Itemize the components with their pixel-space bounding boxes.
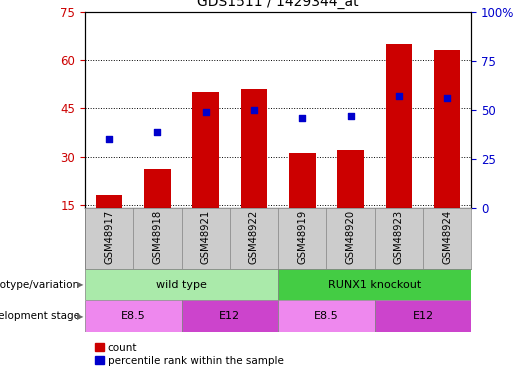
Text: E8.5: E8.5 (121, 311, 146, 321)
Point (443, 95, 451, 101)
Bar (386, 44, 412, 208)
Text: GSM48917: GSM48917 (104, 210, 114, 264)
Bar (96, 195, 123, 208)
Text: GSM48919: GSM48919 (297, 210, 307, 264)
Point (298, 115, 306, 121)
Point (201, 109, 210, 115)
Text: GSM48921: GSM48921 (201, 210, 211, 264)
Text: RUNX1 knockout: RUNX1 knockout (328, 280, 421, 290)
Bar (278, 300, 375, 332)
Point (347, 113, 355, 119)
Bar (182, 300, 278, 332)
Bar (375, 300, 471, 332)
Bar (337, 150, 364, 208)
Text: E12: E12 (413, 311, 434, 321)
Text: genotype/variation: genotype/variation (0, 280, 80, 290)
Point (105, 136, 113, 142)
Text: GSM48924: GSM48924 (442, 210, 452, 264)
Text: GSM48920: GSM48920 (346, 210, 355, 264)
Legend: count, percentile rank within the sample: count, percentile rank within the sample (95, 343, 284, 366)
Text: E12: E12 (219, 311, 241, 321)
Bar (144, 170, 170, 208)
Text: GSM48918: GSM48918 (152, 210, 162, 264)
Point (394, 93, 403, 99)
Text: ▶: ▶ (77, 280, 84, 289)
Point (250, 107, 258, 113)
Text: E8.5: E8.5 (314, 311, 339, 321)
Text: development stage: development stage (0, 311, 80, 321)
Text: wild type: wild type (156, 280, 207, 290)
Text: GSM48923: GSM48923 (394, 210, 404, 264)
Text: ▶: ▶ (77, 312, 84, 321)
Bar (193, 92, 219, 208)
Bar (289, 153, 316, 208)
Text: GSM48922: GSM48922 (249, 210, 259, 264)
Bar (434, 50, 460, 208)
Bar (278, 269, 471, 300)
Point (153, 129, 162, 135)
Bar (85, 300, 182, 332)
Title: GDS1511 / 1429344_at: GDS1511 / 1429344_at (197, 0, 359, 9)
Bar (85, 269, 278, 300)
Bar (241, 89, 267, 208)
